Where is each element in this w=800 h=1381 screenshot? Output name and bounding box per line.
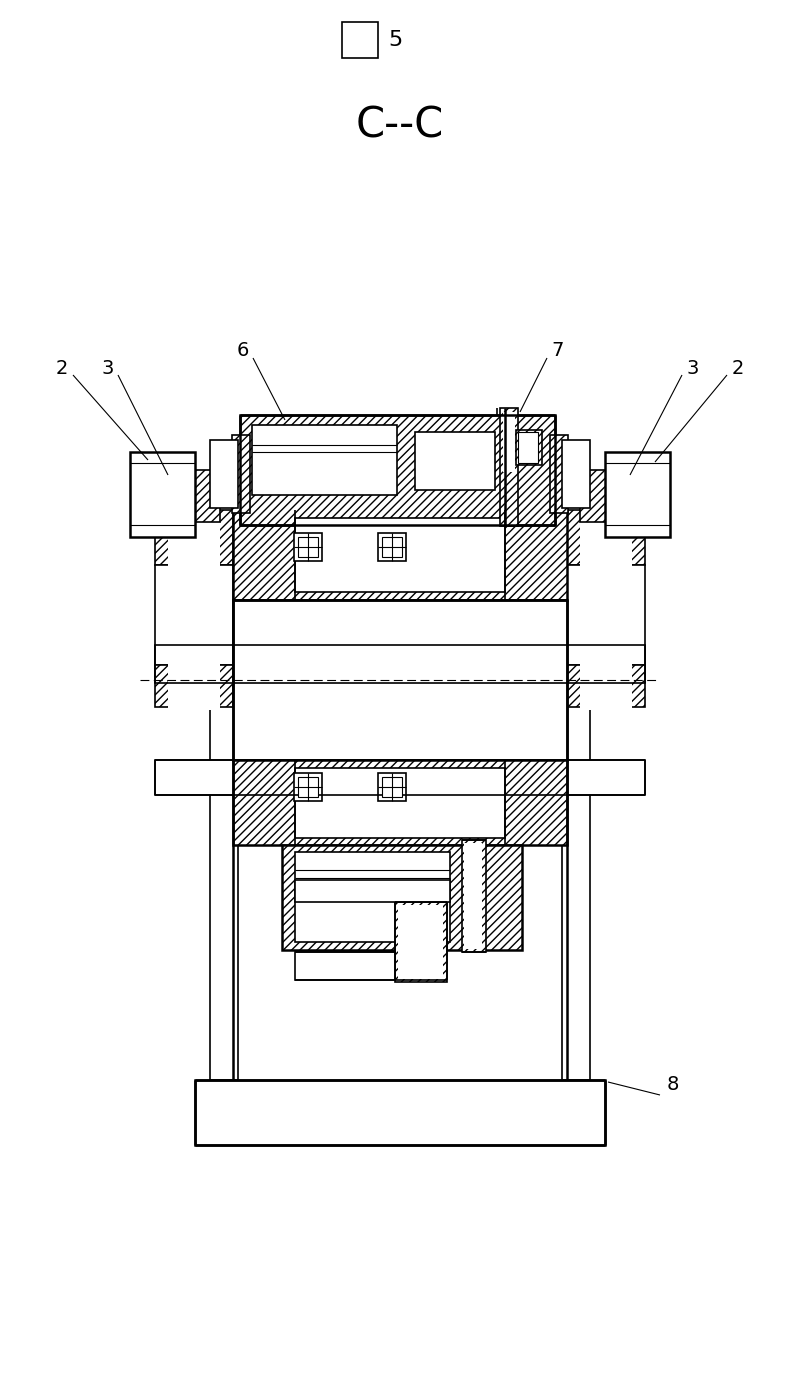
Bar <box>155 760 645 795</box>
Bar <box>130 452 195 537</box>
Bar <box>295 952 395 981</box>
Text: 图: 图 <box>354 30 366 50</box>
Bar <box>210 660 238 1080</box>
Bar <box>415 432 495 490</box>
Bar <box>233 510 567 599</box>
Bar <box>294 773 322 801</box>
Text: 5: 5 <box>388 30 402 50</box>
Bar <box>240 416 555 525</box>
Bar <box>550 435 568 512</box>
Bar <box>298 778 318 797</box>
Bar <box>500 407 518 526</box>
Bar <box>378 533 406 561</box>
Bar <box>294 533 322 561</box>
Bar <box>580 521 632 710</box>
Bar <box>462 840 486 952</box>
Bar <box>464 842 482 949</box>
Bar <box>382 537 402 557</box>
Bar <box>567 565 645 666</box>
Bar <box>516 429 542 465</box>
Bar <box>233 599 567 760</box>
Text: 2: 2 <box>732 359 744 377</box>
Bar <box>252 425 397 494</box>
Bar <box>567 510 645 565</box>
Bar <box>562 441 590 508</box>
Text: 6: 6 <box>237 341 249 359</box>
Bar <box>567 666 645 707</box>
Text: 2: 2 <box>56 359 68 377</box>
Bar <box>158 470 220 522</box>
Bar <box>342 22 378 58</box>
Bar <box>232 435 250 512</box>
Bar <box>155 645 645 684</box>
Text: 8: 8 <box>667 1076 679 1095</box>
Bar <box>378 773 406 801</box>
Bar <box>155 510 233 565</box>
Bar <box>605 452 670 537</box>
Bar <box>395 902 447 982</box>
Bar <box>195 1080 605 1145</box>
Bar <box>503 412 515 472</box>
Bar <box>295 518 505 592</box>
Text: 3: 3 <box>687 359 699 377</box>
Bar <box>295 880 450 902</box>
Bar <box>155 565 233 666</box>
Bar <box>382 778 402 797</box>
Bar <box>210 441 238 508</box>
Bar <box>233 760 567 845</box>
Bar <box>398 905 443 979</box>
Bar <box>282 845 522 950</box>
Bar <box>295 768 505 838</box>
Bar <box>518 432 538 463</box>
Text: 3: 3 <box>102 359 114 377</box>
Bar <box>295 852 450 942</box>
Bar <box>298 537 318 557</box>
Bar <box>155 666 233 707</box>
Bar <box>562 660 590 1080</box>
Bar <box>168 521 220 710</box>
Bar <box>580 470 642 522</box>
Text: C--C: C--C <box>356 104 444 146</box>
Text: 7: 7 <box>552 341 564 359</box>
